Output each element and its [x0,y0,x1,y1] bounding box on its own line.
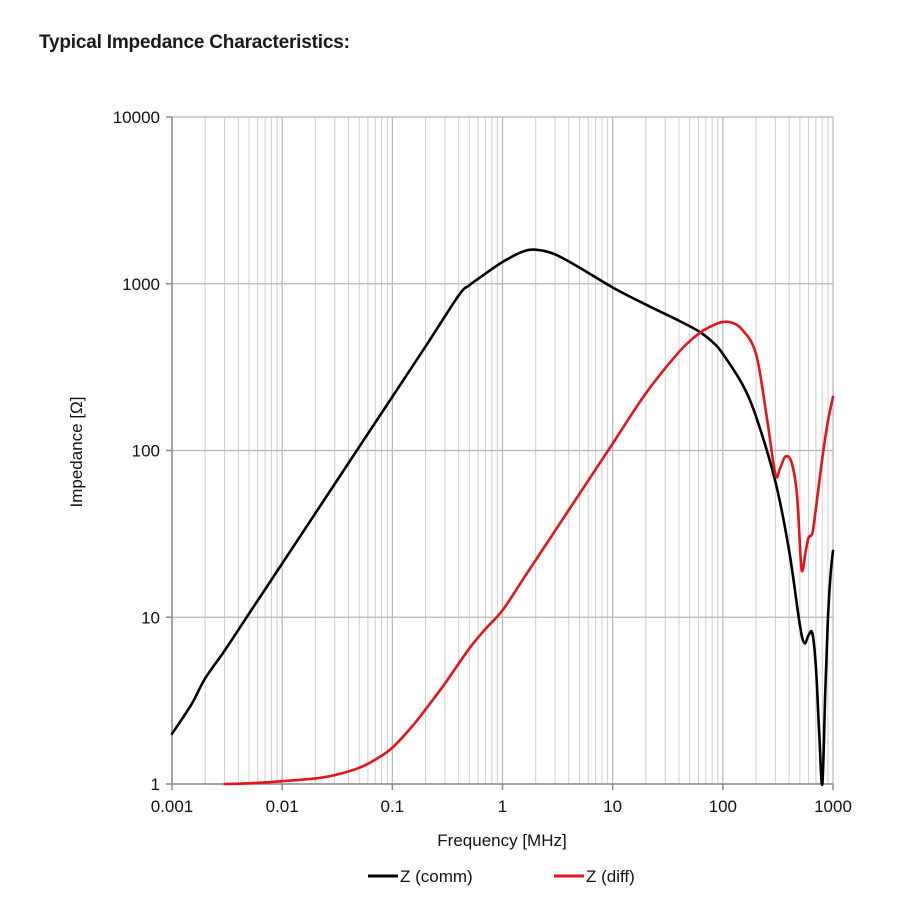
x-tick-label: 0.001 [151,797,194,816]
x-tick-label: 0.01 [266,797,299,816]
legend: Z (comm) Z (diff) [368,867,635,886]
legend-label-comm: Z (comm) [400,867,473,886]
x-tick-label: 10 [603,797,622,816]
x-tick-label: 0.1 [381,797,405,816]
series-line-comm [170,248,835,786]
axes [166,116,834,790]
y-tick-label: 1 [151,775,160,794]
x-axis-title: Frequency [MHz] [437,831,566,850]
y-tick-label: 10000 [113,108,160,127]
x-tick-label: 1 [498,797,507,816]
x-tick-label: 1000 [814,797,852,816]
y-tick-label: 10 [141,608,160,627]
page-title: Typical Impedance Characteristics: [39,32,350,53]
y-tick-labels: 1 10 100 1000 10000 [113,108,160,794]
y-axis-title: Impedance [Ω] [67,397,86,508]
series-group [170,248,835,786]
y-tick-label: 100 [132,442,160,461]
y-tick-label: 1000 [122,275,160,294]
x-tick-label: 100 [709,797,737,816]
legend-label-diff: Z (diff) [586,867,635,886]
series-line-diff [223,320,835,786]
x-tick-labels: 0.001 0.01 0.1 1 10 100 1000 [151,797,852,816]
